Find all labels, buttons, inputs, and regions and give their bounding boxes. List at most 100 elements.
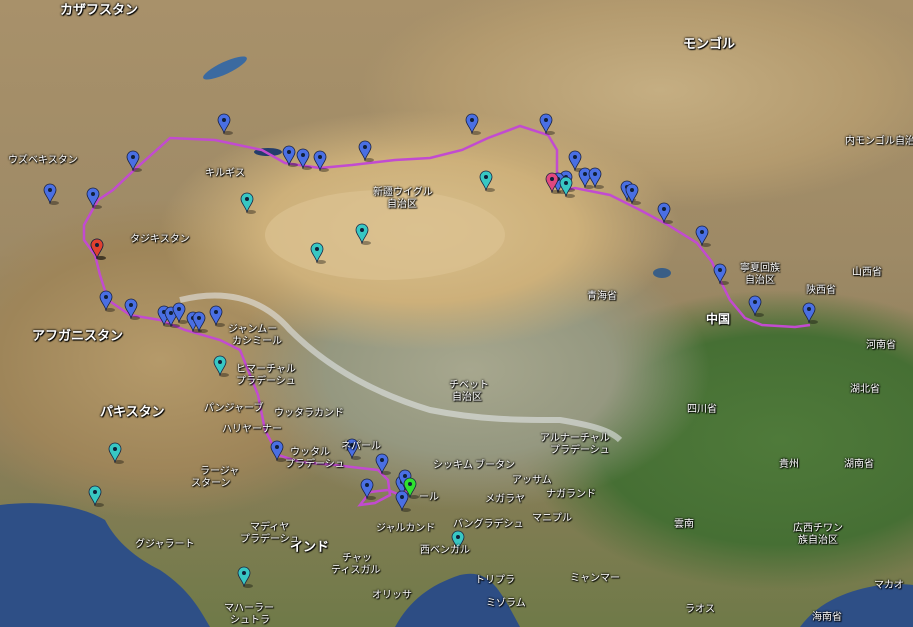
label-sikkim: シッキム (433, 460, 473, 471)
label-haryana: ハリヤーナー (222, 424, 282, 435)
map-pin-teal[interactable] (88, 485, 104, 507)
map-pin-teal[interactable] (108, 442, 124, 464)
map-pin-teal[interactable] (355, 223, 371, 245)
map-pin-blue[interactable] (282, 145, 298, 167)
map-pin-blue[interactable] (465, 113, 481, 135)
label-arunachal-2: プラデーシュ (550, 445, 610, 456)
label-hainan: 海南省 (812, 612, 842, 623)
label-manipur: マニプル (532, 513, 572, 524)
map-pin-blue[interactable] (588, 167, 604, 189)
label-ningxia-2: 自治区 (745, 275, 775, 286)
map-pin-blue[interactable] (375, 453, 391, 475)
map-pin-teal[interactable] (213, 355, 229, 377)
map-pin-blue[interactable] (748, 295, 764, 317)
map-pin-blue[interactable] (86, 187, 102, 209)
label-tibet-1: チベット (449, 380, 489, 391)
map-pin-blue[interactable] (539, 113, 555, 135)
label-myanmar: ミャンマー (570, 573, 620, 584)
label-uttar-2: プラデーシュ (285, 459, 345, 470)
map-pin-blue[interactable] (358, 140, 374, 162)
map-pin-teal[interactable] (451, 530, 467, 552)
label-maharashtra-1: マハーラー (224, 603, 274, 614)
map-pin-teal[interactable] (310, 242, 326, 264)
map-pin-pink[interactable] (545, 172, 561, 194)
label-xinjiang-2: 自治区 (387, 199, 417, 210)
label-rajasthan-2: スターン (191, 478, 231, 489)
label-mp-1: マディヤ (250, 522, 290, 533)
map-pin-blue[interactable] (625, 183, 641, 205)
map-pin-blue[interactable] (578, 167, 594, 189)
map-pin-blue[interactable] (313, 150, 329, 172)
label-arunachal-1: アルナーチャル (540, 433, 610, 444)
label-bihar: ール (419, 492, 439, 503)
label-odisha: オリッサ (372, 590, 412, 601)
map-pin-red[interactable] (90, 238, 106, 260)
south-china-sea (800, 584, 913, 627)
label-assam: アッサム (512, 475, 552, 486)
label-bangladesh: バングラデシュ (453, 519, 524, 530)
label-ningxia-1: 寧夏回族 (740, 263, 780, 274)
label-nepal: ネパール (341, 441, 381, 452)
label-jharkhand: ジャルカンド (376, 523, 436, 534)
label-uttar-1: ウッタル (290, 447, 330, 458)
map-pin-teal[interactable] (240, 192, 256, 214)
map-pin-teal[interactable] (479, 170, 495, 192)
map-pin-teal[interactable] (559, 176, 575, 198)
label-himachal-2: プラデーシュ (236, 376, 296, 387)
label-jammu-2: カシミール (232, 336, 282, 347)
map-pin-teal[interactable] (237, 566, 253, 588)
label-qinghai: 青海省 (587, 291, 617, 302)
label-uttarakhand: ウッタラカンド (274, 408, 344, 419)
label-india: インド (290, 540, 330, 555)
label-nagaland: ナガランド (546, 489, 596, 500)
label-uzbekistan: ウズベキスタン (8, 155, 78, 166)
label-rajasthan-1: ラージャ (200, 466, 240, 477)
map-pin-blue[interactable] (172, 302, 188, 324)
label-tripura: トリプラ (475, 575, 515, 586)
label-meghalaya: メガラヤ (485, 494, 525, 505)
map-pin-blue[interactable] (126, 150, 142, 172)
map-pin-blue[interactable] (802, 302, 818, 324)
label-guizhou: 貴州 (779, 459, 799, 470)
label-jammu-1: ジャンムー (228, 324, 278, 335)
label-shanxi: 山西省 (852, 267, 882, 278)
label-inner-mongolia: 内モンゴル自治区 (845, 136, 913, 147)
map-pin-blue[interactable] (124, 298, 140, 320)
label-maharashtra-2: シュトラ (230, 615, 270, 626)
map-pin-blue[interactable] (192, 311, 208, 333)
label-gujarat: グジャラート (135, 539, 195, 550)
himalaya-snow (179, 292, 623, 443)
label-yunnan: 雲南 (674, 519, 694, 530)
map-pin-blue[interactable] (395, 490, 411, 512)
map-pin-blue[interactable] (695, 225, 711, 247)
label-mongolia: モンゴル (683, 37, 736, 52)
map-pin-blue[interactable] (43, 183, 59, 205)
label-laos: ラオス (685, 604, 715, 615)
label-chhattisgarh-1: チャッ (342, 553, 372, 564)
map-pin-blue[interactable] (345, 438, 361, 460)
label-sichuan: 四川省 (687, 404, 717, 415)
label-hubei: 湖北省 (850, 384, 880, 395)
label-chhattisgarh-2: ティスガル (331, 565, 381, 576)
label-mizoram: ミゾラム (486, 598, 526, 609)
map-pin-blue[interactable] (296, 148, 312, 170)
qinghai-lake (653, 268, 671, 278)
map-pin-green[interactable] (403, 477, 419, 499)
map-pin-blue[interactable] (657, 202, 673, 224)
map-pin-blue[interactable] (360, 478, 376, 500)
map-pin-blue[interactable] (270, 440, 286, 462)
label-hunan: 湖南省 (844, 459, 874, 470)
map-pin-blue[interactable] (209, 305, 225, 327)
label-tajikistan: タジキスタン (130, 234, 190, 245)
label-west-bengal: 西ベンガル (420, 545, 470, 556)
map-pin-blue[interactable] (99, 290, 115, 312)
map-pin-blue[interactable] (217, 113, 233, 135)
map-pin-blue[interactable] (713, 263, 729, 285)
label-afghanistan: アフガニスタン (32, 329, 124, 344)
label-pakistan: パキスタン (100, 405, 165, 420)
label-kyrgyz: キルギス (205, 168, 245, 179)
label-henan: 河南省 (866, 340, 896, 351)
